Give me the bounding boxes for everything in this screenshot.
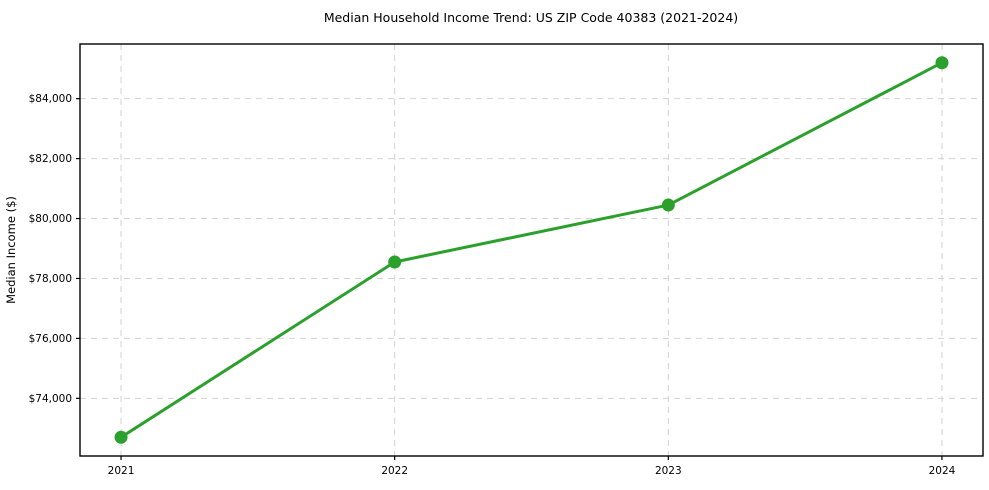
data-point-2023 <box>661 198 675 212</box>
data-point-2024 <box>935 56 949 70</box>
x-tick-label: 2021 <box>108 465 135 477</box>
data-point-2021 <box>114 430 128 444</box>
data-point-2022 <box>388 255 402 269</box>
y-tick-label: $76,000 <box>29 333 72 345</box>
y-tick-label: $78,000 <box>29 273 72 285</box>
x-tick-label: 2023 <box>655 465 682 477</box>
axis-layer: $74,000 $76,000 $78,000 $80,000 $82,000 $84,0… <box>29 43 984 477</box>
income-trend-line <box>119 61 944 439</box>
y-tick-label: $84,000 <box>29 93 72 105</box>
chart-title: Median Household Income Trend: US ZIP Co… <box>324 10 738 25</box>
plot-layer <box>114 56 949 444</box>
y-tick-label: $74,000 <box>29 393 72 405</box>
x-tick-label: 2022 <box>381 465 408 477</box>
x-tick-label: 2024 <box>929 465 956 477</box>
plot-border <box>79 43 984 457</box>
y-axis-label: Median Income ($) <box>4 196 18 304</box>
y-tick-label: $82,000 <box>29 153 72 165</box>
grid-layer <box>80 44 983 456</box>
y-tick-label: $80,000 <box>29 213 72 225</box>
